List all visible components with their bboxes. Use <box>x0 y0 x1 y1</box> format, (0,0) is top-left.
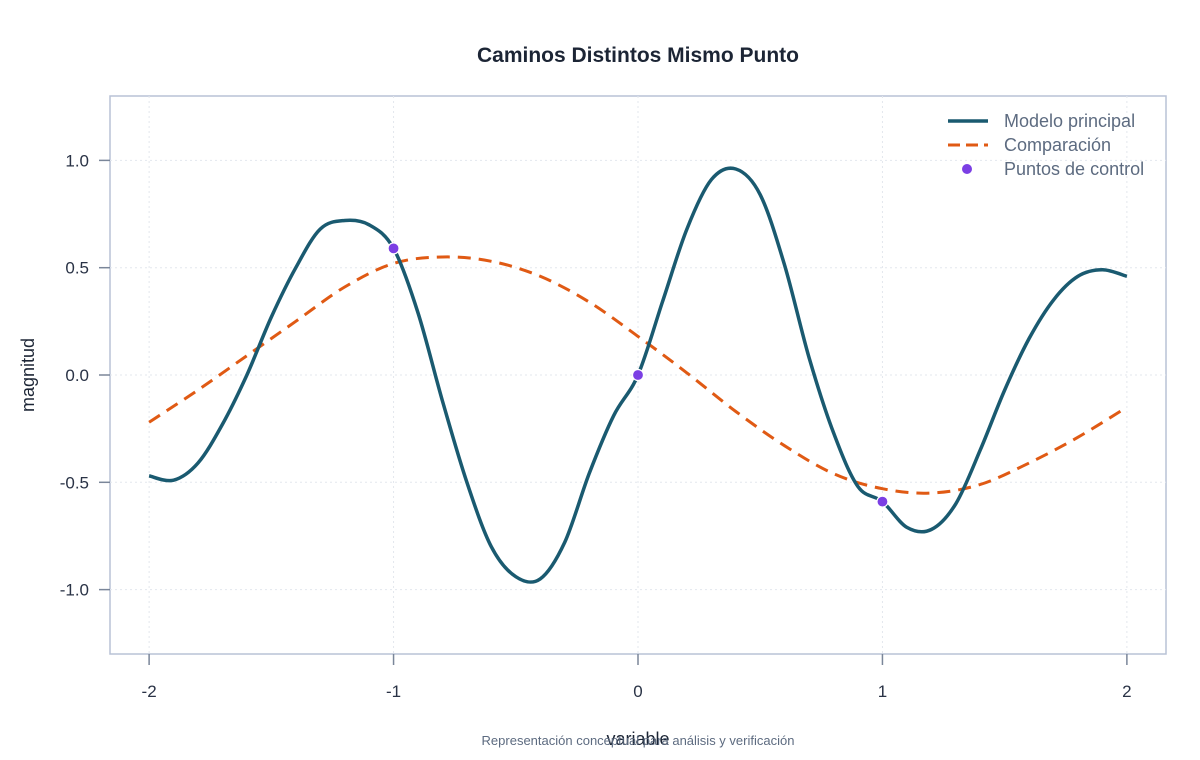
y-tick-label: -0.5 <box>60 473 89 492</box>
x-tick-label: 2 <box>1122 682 1131 701</box>
control-point <box>876 495 889 508</box>
x-tick-label: 1 <box>878 682 887 701</box>
y-tick-label: 1.0 <box>65 151 89 170</box>
series-layer <box>148 166 1128 584</box>
control-point <box>387 242 400 255</box>
control-point <box>631 368 645 382</box>
legend-label: Modelo principal <box>1004 111 1135 131</box>
y-tick-label: 0.5 <box>65 259 89 278</box>
chart-caption: Representación conceptual para análisis … <box>482 733 795 748</box>
axes: -2 -1 0 1 2 -1.0 -0.5 0.0 0.5 1.0 <box>60 151 1132 701</box>
x-tick-label: -1 <box>386 682 401 701</box>
legend-label: Comparación <box>1004 135 1111 155</box>
y-tick-label: 0.0 <box>65 366 89 385</box>
legend: Modelo principal Comparación Puntos de con… <box>948 111 1144 179</box>
chart-title: Caminos Distintos Mismo Punto <box>477 44 799 67</box>
legend-label: Puntos de control <box>1004 159 1144 179</box>
x-tick-label: 0 <box>633 682 642 701</box>
series-line-comparacion <box>148 255 1128 495</box>
x-axis-label: variable <box>606 729 669 749</box>
legend-swatch-point <box>962 164 972 174</box>
x-tick-label: -2 <box>142 682 157 701</box>
y-axis-label: magnitud <box>18 338 38 412</box>
y-tick-label: -1.0 <box>60 581 89 600</box>
